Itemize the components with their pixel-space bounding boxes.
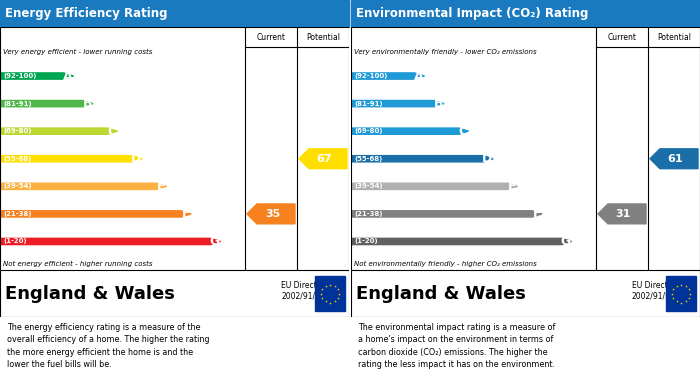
Text: F: F bbox=[533, 207, 541, 221]
Text: EU Directive
2002/91/EC: EU Directive 2002/91/EC bbox=[632, 281, 679, 301]
Text: E: E bbox=[157, 180, 166, 193]
Polygon shape bbox=[0, 239, 220, 245]
Text: E: E bbox=[508, 180, 517, 193]
Text: (92-100): (92-100) bbox=[354, 73, 387, 79]
Polygon shape bbox=[0, 183, 167, 190]
Polygon shape bbox=[351, 239, 571, 245]
Text: (92-100): (92-100) bbox=[3, 73, 36, 79]
Polygon shape bbox=[299, 149, 347, 169]
Polygon shape bbox=[0, 128, 118, 134]
Text: G: G bbox=[209, 235, 220, 248]
Text: Current: Current bbox=[608, 32, 636, 41]
Text: C: C bbox=[458, 125, 468, 138]
Polygon shape bbox=[351, 73, 424, 79]
Bar bbox=[315, 276, 345, 311]
Text: (21-38): (21-38) bbox=[3, 211, 31, 217]
Polygon shape bbox=[247, 204, 295, 224]
Polygon shape bbox=[0, 211, 191, 217]
Polygon shape bbox=[650, 149, 698, 169]
Text: Potential: Potential bbox=[306, 32, 340, 41]
Text: (1-20): (1-20) bbox=[3, 239, 27, 244]
Text: B: B bbox=[83, 97, 92, 110]
Text: D: D bbox=[131, 152, 141, 165]
Polygon shape bbox=[351, 128, 468, 134]
Text: (21-38): (21-38) bbox=[354, 211, 382, 217]
Text: 31: 31 bbox=[616, 209, 631, 219]
Text: Environmental Impact (CO₂) Rating: Environmental Impact (CO₂) Rating bbox=[356, 7, 589, 20]
Text: (69-80): (69-80) bbox=[3, 128, 31, 134]
Text: (55-68): (55-68) bbox=[354, 156, 382, 162]
Polygon shape bbox=[0, 73, 74, 79]
Text: 35: 35 bbox=[265, 209, 280, 219]
Bar bbox=[666, 276, 696, 311]
Text: Current: Current bbox=[256, 32, 286, 41]
Text: Potential: Potential bbox=[657, 32, 691, 41]
Text: A: A bbox=[414, 70, 424, 83]
Polygon shape bbox=[351, 100, 444, 107]
Text: EU Directive
2002/91/EC: EU Directive 2002/91/EC bbox=[281, 281, 328, 301]
Text: Not energy efficient - higher running costs: Not energy efficient - higher running co… bbox=[3, 261, 153, 267]
Text: (81-91): (81-91) bbox=[3, 100, 31, 107]
Text: (81-91): (81-91) bbox=[354, 100, 383, 107]
Polygon shape bbox=[351, 211, 542, 217]
Text: F: F bbox=[181, 207, 190, 221]
Text: The environmental impact rating is a measure of
a home's impact on the environme: The environmental impact rating is a mea… bbox=[358, 323, 555, 369]
Text: England & Wales: England & Wales bbox=[5, 285, 175, 303]
Text: (69-80): (69-80) bbox=[354, 128, 382, 134]
Text: (1-20): (1-20) bbox=[354, 239, 377, 244]
Text: (39-54): (39-54) bbox=[3, 183, 31, 189]
Text: G: G bbox=[560, 235, 570, 248]
Text: Energy Efficiency Rating: Energy Efficiency Rating bbox=[5, 7, 168, 20]
Polygon shape bbox=[0, 156, 142, 162]
Polygon shape bbox=[0, 100, 93, 107]
Text: A: A bbox=[63, 70, 73, 83]
Polygon shape bbox=[598, 204, 646, 224]
Polygon shape bbox=[351, 183, 517, 190]
Text: England & Wales: England & Wales bbox=[356, 285, 526, 303]
Text: D: D bbox=[482, 152, 492, 165]
Text: (55-68): (55-68) bbox=[3, 156, 31, 162]
Text: Very energy efficient - lower running costs: Very energy efficient - lower running co… bbox=[3, 49, 153, 55]
Text: 61: 61 bbox=[668, 154, 683, 164]
Text: The energy efficiency rating is a measure of the
overall efficiency of a home. T: The energy efficiency rating is a measur… bbox=[7, 323, 209, 369]
Text: Very environmentally friendly - lower CO₂ emissions: Very environmentally friendly - lower CO… bbox=[354, 49, 537, 55]
Text: B: B bbox=[433, 97, 443, 110]
Polygon shape bbox=[351, 156, 493, 162]
Text: Not environmentally friendly - higher CO₂ emissions: Not environmentally friendly - higher CO… bbox=[354, 261, 537, 267]
Text: C: C bbox=[108, 125, 117, 138]
Text: 67: 67 bbox=[316, 154, 332, 164]
Text: (39-54): (39-54) bbox=[354, 183, 383, 189]
